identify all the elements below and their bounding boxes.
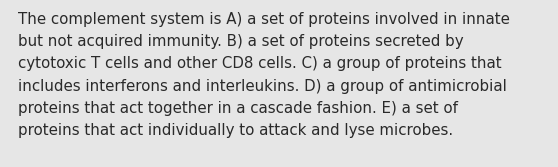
Text: The complement system is A) a set of proteins involved in innate: The complement system is A) a set of pro… bbox=[18, 12, 510, 27]
Text: proteins that act individually to attack and lyse microbes.: proteins that act individually to attack… bbox=[18, 123, 453, 138]
Text: but not acquired immunity. B) a set of proteins secreted by: but not acquired immunity. B) a set of p… bbox=[18, 34, 464, 49]
Text: cytotoxic T cells and other CD8 cells. C) a group of proteins that: cytotoxic T cells and other CD8 cells. C… bbox=[18, 56, 502, 71]
Text: includes interferons and interleukins. D) a group of antimicrobial: includes interferons and interleukins. D… bbox=[18, 79, 507, 94]
Text: proteins that act together in a cascade fashion. E) a set of: proteins that act together in a cascade … bbox=[18, 101, 458, 116]
